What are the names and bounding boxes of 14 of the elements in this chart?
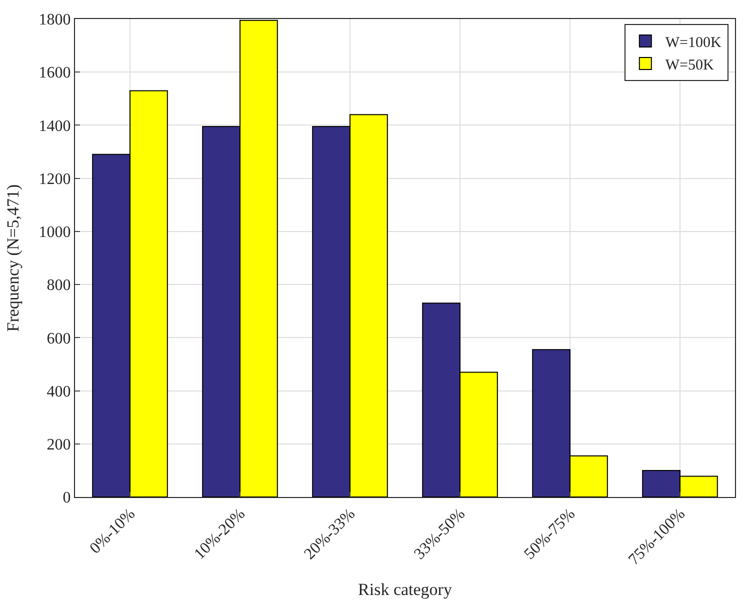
y-tick-label: 200 (46, 436, 71, 454)
y-tick-label: 1400 (38, 118, 71, 135)
y-tick-label: 400 (46, 383, 71, 400)
y-tick-label: 800 (46, 277, 71, 294)
legend-label: W=50K (665, 57, 714, 74)
y-tick-label: 0 (62, 490, 71, 507)
y-tick-label: 1600 (38, 64, 71, 82)
y-tick-label: 1200 (38, 170, 71, 188)
y-tick-label: 1800 (38, 12, 71, 29)
y-axis-title: Frequency (N=5,471) (3, 184, 22, 332)
legend-label: W=100K (665, 34, 722, 51)
y-tick-label: 600 (46, 330, 71, 348)
y-tick-label: 1000 (38, 224, 71, 242)
x-axis-title: Risk category (358, 580, 452, 599)
